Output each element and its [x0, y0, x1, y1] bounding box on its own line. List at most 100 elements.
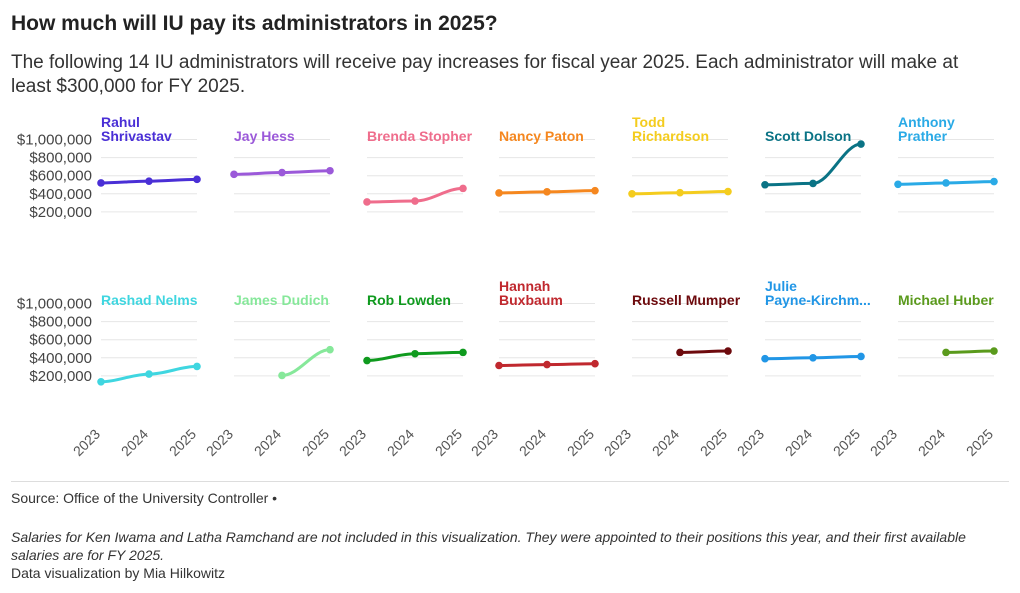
data-point: [676, 188, 684, 197]
y-tick-label: $200,000: [29, 368, 92, 385]
y-tick-label: $800,000: [29, 150, 92, 167]
data-point: [193, 175, 201, 184]
series-label: Payne-Kirchm...: [765, 292, 871, 308]
data-point: [97, 377, 105, 386]
series-label: Prather: [898, 128, 948, 144]
y-tick-label: $200,000: [29, 204, 92, 221]
data-point: [724, 187, 732, 196]
credit-line: Data visualization by Mia Hilkowitz: [11, 565, 225, 581]
series-label: Rashad Nelms: [101, 292, 198, 308]
data-point: [591, 186, 599, 195]
data-point: [942, 179, 950, 187]
x-tick-label: 2024: [649, 426, 682, 459]
x-tick-label: 2025: [564, 426, 597, 459]
x-tick-label: 2023: [468, 426, 501, 459]
x-tick-label: 2025: [963, 426, 996, 459]
x-tick-label: 2023: [336, 426, 369, 459]
data-point: [495, 189, 503, 197]
y-tick-label: $400,000: [29, 350, 92, 367]
x-tick-label: 2025: [697, 426, 730, 459]
data-point: [857, 352, 865, 361]
data-point: [363, 198, 371, 206]
series-label: Todd: [632, 114, 665, 130]
series-label: Richardson: [632, 128, 709, 144]
data-point: [761, 180, 769, 189]
y-tick-label: $1,000,000: [17, 296, 92, 313]
data-point: [543, 188, 551, 196]
series-line: [763, 142, 863, 187]
chart-title: How much will IU pay its administrators …: [11, 12, 498, 35]
data-point: [942, 348, 950, 357]
x-tick-label: 2023: [601, 426, 634, 459]
data-point: [193, 362, 201, 371]
data-point: [809, 354, 817, 362]
data-point: [591, 359, 599, 368]
y-tick-label: $600,000: [29, 168, 92, 185]
x-tick-label: 2023: [203, 426, 236, 459]
data-point: [990, 347, 998, 355]
footer-divider: [11, 481, 1009, 482]
data-point: [676, 348, 684, 357]
series-label: Anthony: [898, 114, 955, 130]
data-point: [495, 361, 503, 370]
data-point: [97, 179, 105, 187]
data-point: [628, 190, 636, 198]
x-tick-label: 2025: [166, 426, 199, 459]
y-tick-label: $400,000: [29, 186, 92, 203]
x-tick-label: 2024: [782, 426, 815, 459]
series-label: Michael Huber: [898, 292, 994, 308]
footnote: Salaries for Ken Iwama and Latha Ramchan…: [11, 529, 966, 563]
x-tick-label: 2023: [70, 426, 103, 459]
data-point: [857, 140, 865, 148]
data-point: [326, 345, 334, 354]
data-point: [894, 180, 902, 189]
x-tick-label: 2024: [384, 426, 417, 459]
data-point: [363, 356, 371, 365]
series-line: [280, 348, 332, 377]
x-tick-label: 2025: [830, 426, 863, 459]
data-point: [990, 177, 998, 186]
x-tick-label: 2023: [734, 426, 767, 459]
data-point: [543, 360, 551, 369]
x-tick-label: 2024: [915, 426, 948, 459]
y-tick-label: $600,000: [29, 332, 92, 349]
series-line: [944, 349, 996, 354]
series-line: [678, 349, 730, 354]
series-label: Rob Lowden: [367, 292, 451, 308]
data-point: [278, 168, 286, 177]
x-tick-label: 2025: [299, 426, 332, 459]
x-tick-label: 2025: [432, 426, 465, 459]
y-tick-label: $800,000: [29, 314, 92, 331]
data-point: [326, 166, 334, 175]
series-label: Buxbaum: [499, 292, 563, 308]
chart-subtitle: The following 14 IU administrators will …: [11, 52, 959, 97]
data-point: [459, 348, 467, 357]
series-label: Scott Dolson: [765, 128, 851, 144]
series-label: Russell Mumper: [632, 292, 741, 308]
series-label: Jay Hess: [234, 128, 295, 144]
series-label: Hannah: [499, 278, 550, 294]
data-point: [459, 184, 467, 193]
data-point: [724, 347, 732, 355]
x-tick-label: 2024: [251, 426, 284, 459]
data-point: [230, 170, 238, 179]
series-label: Brenda Stopher: [367, 128, 473, 144]
series-label: Julie: [765, 278, 797, 294]
series-label: James Dudich: [234, 292, 329, 308]
series-label: Shrivastav: [101, 128, 172, 144]
x-tick-label: 2023: [867, 426, 900, 459]
data-point: [761, 354, 769, 363]
x-tick-label: 2024: [118, 426, 151, 459]
x-tick-label: 2024: [516, 426, 549, 459]
data-point: [411, 197, 419, 205]
data-point: [145, 370, 153, 378]
y-tick-label: $1,000,000: [17, 132, 92, 149]
series-label: Rahul: [101, 114, 140, 130]
data-point: [809, 179, 817, 188]
data-point: [278, 371, 286, 380]
source-note: Source: Office of the University Control…: [11, 490, 278, 506]
data-point: [145, 177, 153, 185]
data-point: [411, 349, 419, 358]
series-label: Nancy Paton: [499, 128, 584, 144]
